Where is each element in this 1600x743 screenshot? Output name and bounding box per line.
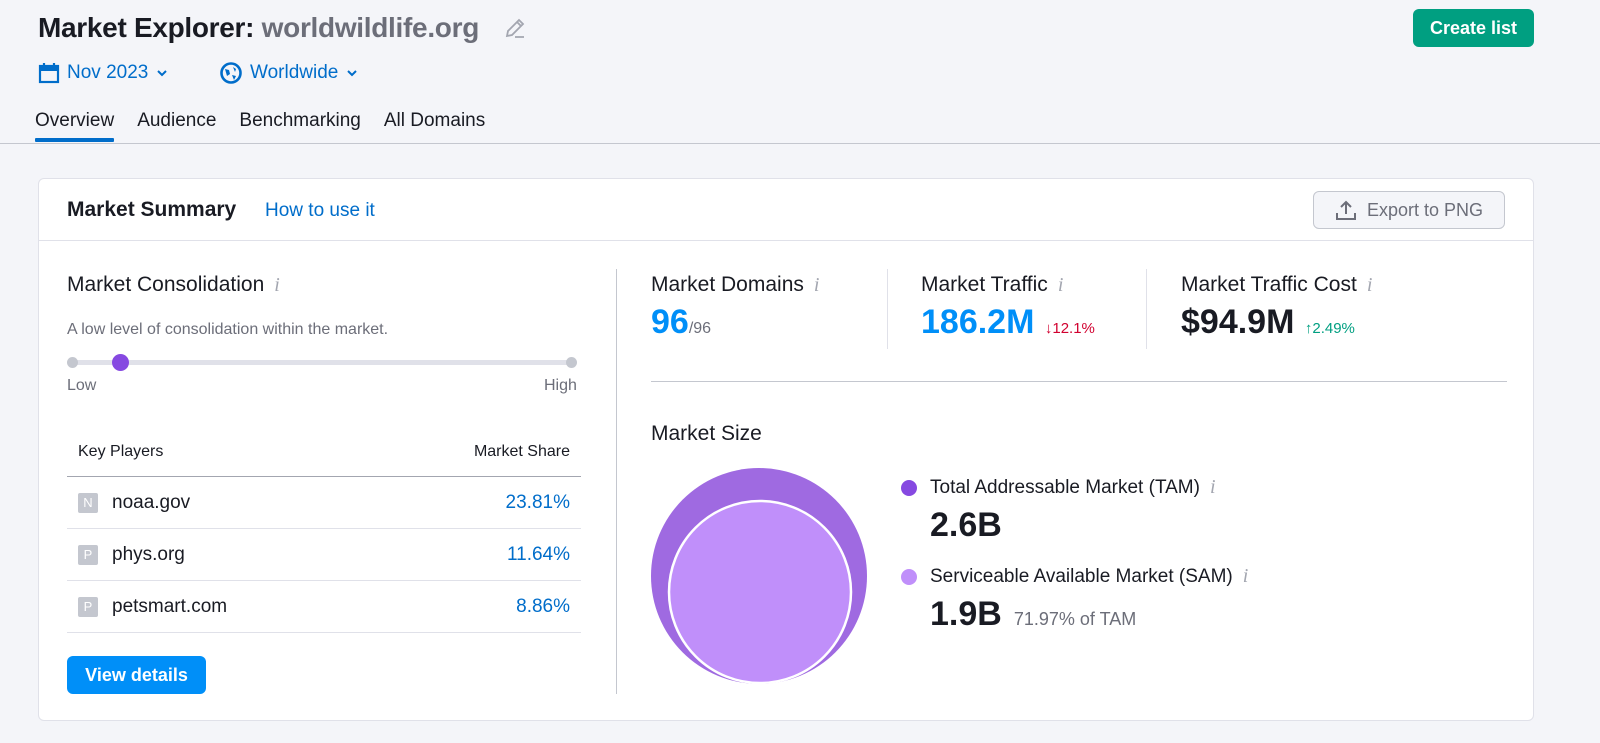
info-icon[interactable]: i <box>1209 476 1216 498</box>
sam-legend: Serviceable Available Market (SAM) i <box>901 565 1248 588</box>
market-share: 23.81% <box>505 491 570 513</box>
info-icon[interactable]: i <box>274 274 280 296</box>
player-domain[interactable]: noaa.gov <box>112 491 191 513</box>
high-label: High <box>544 377 577 394</box>
divider <box>651 381 1507 382</box>
sam-dot <box>901 568 917 585</box>
market-domains: Market Domains i 96/96 <box>651 273 820 341</box>
edit-pencil-icon[interactable] <box>503 16 527 40</box>
card-header: Market Summary How to use it Export to P… <box>39 179 1533 241</box>
calendar-icon <box>38 63 60 84</box>
create-list-button[interactable]: Create list <box>1413 9 1534 47</box>
favicon-icon: P <box>78 544 98 565</box>
market-share: 8.86% <box>516 595 570 617</box>
view-details-button[interactable]: View details <box>67 656 206 694</box>
metric-divider <box>887 269 888 349</box>
favicon-icon: P <box>78 596 98 617</box>
consolidation-slider <box>67 354 577 371</box>
chevron-down-icon <box>347 70 358 77</box>
info-icon[interactable]: i <box>813 274 820 296</box>
tam-legend: Total Addressable Market (TAM) i <box>901 476 1216 499</box>
market-traffic-cost: Market Traffic Cost i $94.9M ↑2.49% <box>1181 273 1373 341</box>
consolidation-level-marker <box>112 354 130 371</box>
favicon-icon: N <box>78 492 98 513</box>
low-label: Low <box>67 377 97 394</box>
player-domain[interactable]: petsmart.com <box>112 595 228 617</box>
player-domain[interactable]: phys.org <box>112 543 185 565</box>
market-size-title: Market Size <box>651 422 762 445</box>
consolidation-description: A low level of consolidation within the … <box>67 321 389 338</box>
market-traffic: Market Traffic i 186.2M ↓12.1% <box>921 273 1095 341</box>
sam-circle <box>667 499 853 685</box>
sam-value: 1.9B 71.97% of TAM <box>930 595 1137 633</box>
date-selector[interactable]: Nov 2023 <box>38 60 169 86</box>
card-title: Market Summary <box>67 198 237 221</box>
tam-dot <box>901 479 917 496</box>
traffic-change: ↓12.1% <box>1044 320 1095 337</box>
info-icon[interactable]: i <box>1366 274 1373 296</box>
players-header: Key Players Market Share <box>67 427 581 477</box>
export-png-button[interactable]: Export to PNG <box>1313 191 1505 229</box>
metric-divider <box>1146 269 1147 349</box>
market-share: 11.64% <box>506 543 570 565</box>
tab-audience[interactable]: Audience <box>137 110 217 131</box>
page-title: Market Explorer: worldwildlife.org <box>38 12 480 43</box>
chevron-down-icon <box>157 70 168 77</box>
tab-overview[interactable]: Overview <box>35 110 115 142</box>
globe-icon <box>220 62 242 84</box>
tab-benchmarking[interactable]: Benchmarking <box>239 110 361 131</box>
market-summary-card: Market Summary How to use it Export to P… <box>38 178 1534 721</box>
tab-all-domains[interactable]: All Domains <box>383 110 486 131</box>
market-size-chart <box>651 468 867 685</box>
cost-change: ↑2.49% <box>1304 320 1355 337</box>
region-selector[interactable]: Worldwide <box>219 60 359 86</box>
upload-icon <box>1335 200 1356 220</box>
how-to-use-link[interactable]: How to use it <box>265 200 375 221</box>
project-domain: worldwildlife.org <box>261 12 480 43</box>
consolidation-title: Market Consolidation i <box>67 273 280 296</box>
column-divider <box>616 269 617 694</box>
info-icon[interactable]: i <box>1057 274 1064 296</box>
info-icon[interactable]: i <box>1242 565 1249 587</box>
divider <box>0 143 1600 144</box>
tam-value: 2.6B <box>930 506 1002 544</box>
tab-bar: Overview Audience Benchmarking All Domai… <box>35 110 486 142</box>
